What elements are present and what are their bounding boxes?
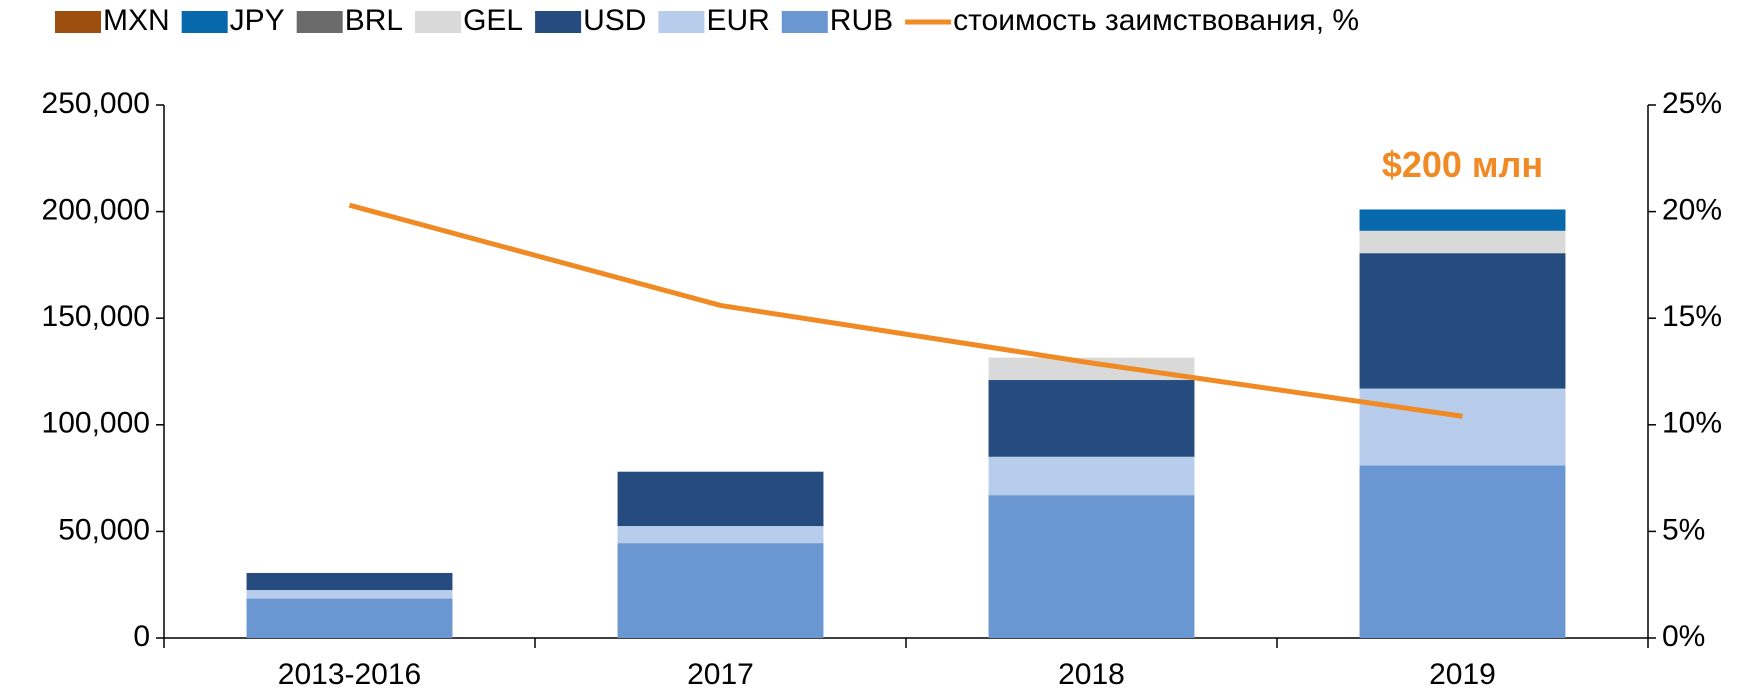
bar-segment <box>246 590 453 599</box>
bar-segment <box>1359 253 1566 389</box>
bar-segment <box>1359 388 1566 466</box>
legend-label: GEL <box>463 4 523 37</box>
legend-swatch <box>181 11 228 33</box>
y2-tick-label: 0% <box>1662 620 1705 653</box>
legend-label: MXN <box>103 4 170 37</box>
legend-label: JPY <box>230 4 285 37</box>
y-tick-label: 0 <box>133 620 150 653</box>
y2-tick-label: 5% <box>1662 513 1705 546</box>
y2-tick-label: 20% <box>1662 194 1722 227</box>
legend-swatch <box>781 11 828 33</box>
x-tick-label: 2013-2016 <box>278 658 421 691</box>
legend-swatch <box>55 11 101 33</box>
legend-swatch <box>658 11 705 33</box>
legend-label: USD <box>583 4 646 37</box>
y-tick-label: 200,000 <box>42 194 150 227</box>
annotation: $200 млн <box>1382 144 1543 185</box>
y2-tick-label: 15% <box>1662 300 1722 333</box>
legend-label: стоимость заимствования, % <box>953 4 1359 37</box>
bar-segment <box>617 526 824 544</box>
bar-segment <box>988 380 1195 457</box>
legend-swatch <box>296 11 343 33</box>
x-tick-label: 2019 <box>1429 658 1496 691</box>
bar-segment <box>1359 465 1566 638</box>
legend-label: RUB <box>830 4 893 37</box>
y-tick-label: 250,000 <box>42 87 150 120</box>
bar-segment <box>1359 209 1566 231</box>
legend-label: EUR <box>706 4 769 37</box>
y2-tick-label: 25% <box>1662 87 1722 120</box>
legend-swatch <box>535 11 582 33</box>
y-tick-label: 150,000 <box>42 300 150 333</box>
bar-segment <box>988 456 1195 496</box>
bar-segment <box>617 471 824 527</box>
bar-segment <box>617 543 824 638</box>
bar-segment <box>1359 230 1566 254</box>
bar-segment <box>988 495 1195 638</box>
x-tick-label: 2018 <box>1058 658 1125 691</box>
bar-segment <box>246 598 453 638</box>
legend-label: BRL <box>345 4 403 37</box>
y2-tick-label: 10% <box>1662 407 1722 440</box>
legend-swatch <box>415 11 462 33</box>
line-series <box>348 202 1463 419</box>
y-tick-label: 100,000 <box>42 407 150 440</box>
y-tick-label: 50,000 <box>58 513 150 546</box>
bar-segment <box>988 357 1195 381</box>
x-tick-label: 2017 <box>687 658 754 691</box>
bar-segment <box>246 572 453 591</box>
